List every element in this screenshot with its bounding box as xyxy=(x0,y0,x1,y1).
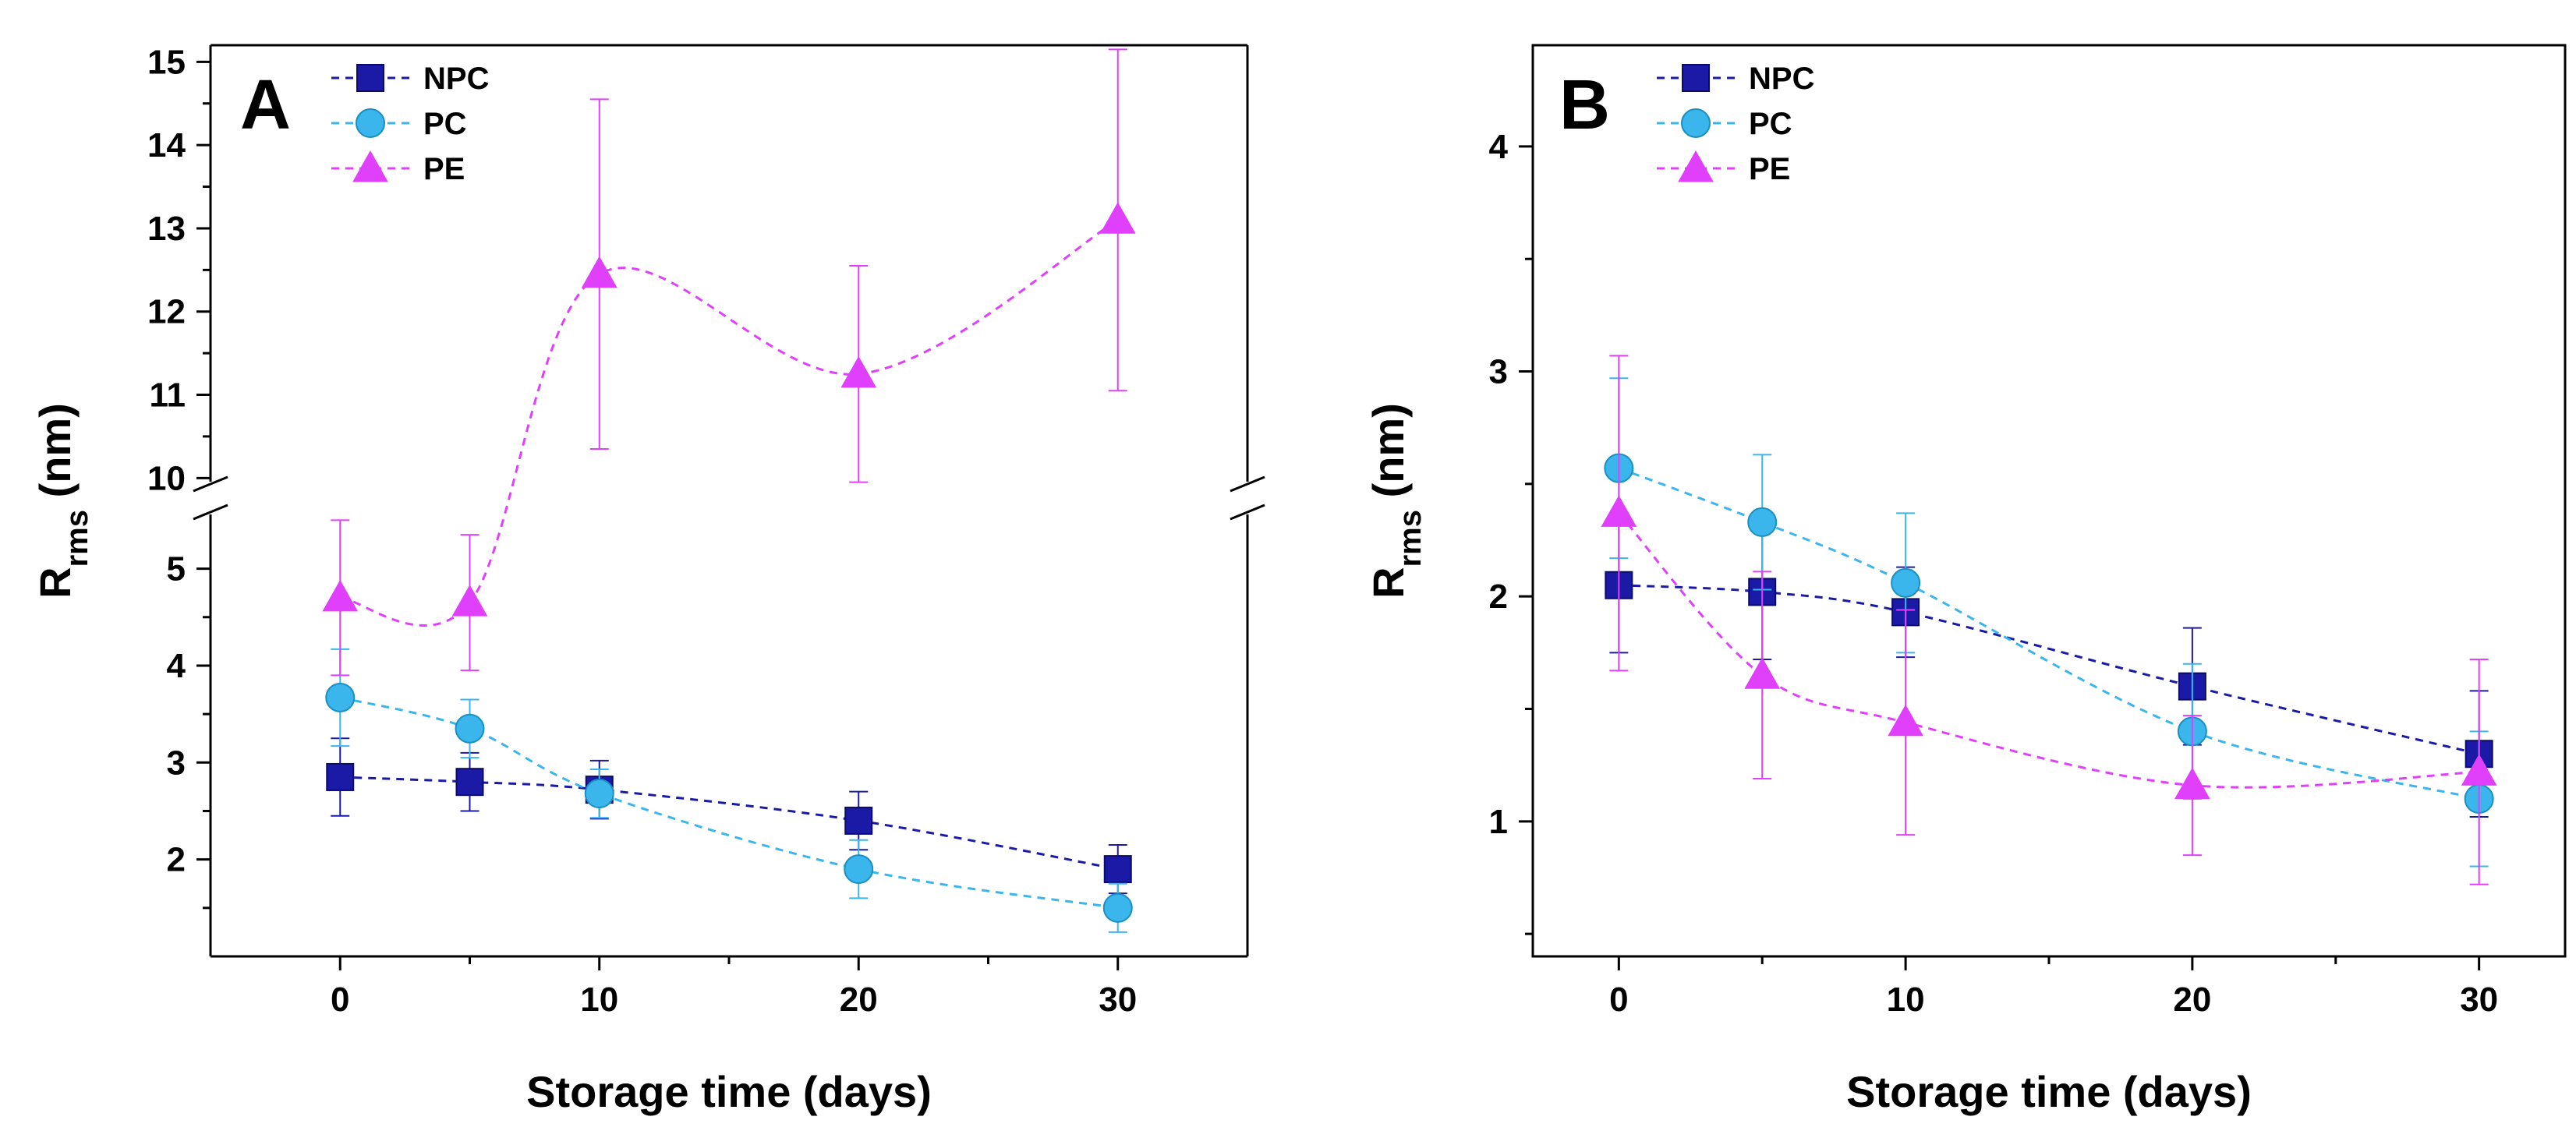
panel-a-x-tick-label: 10 xyxy=(580,981,618,1019)
panel-b-letter: B xyxy=(1559,66,1610,144)
panel-a: 0 10 20 30 2 3 4 5 10 11 12 13 14 15 NPC PC PE A Storage… xyxy=(30,43,1265,1116)
panel-a-series-line-pc xyxy=(339,696,1119,910)
panel-a-point-pe xyxy=(581,256,617,288)
panel-b-y-tick-label: 1 xyxy=(1489,803,1508,841)
panel-b-point-pe xyxy=(1601,495,1637,527)
panel-a-legend-marker-pc xyxy=(356,108,385,138)
panel-a-legend-label-npc: NPC xyxy=(423,62,489,96)
panel-a-letter: A xyxy=(240,66,291,144)
panel-a-legend-marker-pe xyxy=(352,150,388,182)
panel-b-legend-marker-npc xyxy=(1682,64,1710,92)
panel-b-point-pc xyxy=(1891,567,1921,598)
panel-a-legend-label-pe: PE xyxy=(423,152,465,186)
panel-a-point-pc xyxy=(584,779,614,809)
panel-a-x-tick-label: 20 xyxy=(840,981,878,1019)
panel-b-series-line-npc xyxy=(1619,584,2480,755)
panel-b-point-pc xyxy=(1747,507,1778,537)
panel-a-point-pe xyxy=(451,585,488,617)
panel-a-point-pe xyxy=(1099,202,1136,234)
panel-a-y-axis-title-main: R xyxy=(30,567,80,598)
panel-b-legend-label-pe: PE xyxy=(1749,152,1790,186)
panel-a-y-tick-label: 10 xyxy=(147,459,186,497)
panel-b-point-pe xyxy=(2461,754,2497,786)
panel-b-y-tick-label: 4 xyxy=(1489,128,1509,166)
panel-a-x-axis-title: Storage time (days) xyxy=(526,1067,932,1116)
panel-b-series-line-pc xyxy=(1618,467,2480,800)
panel-b-y-tick-label: 2 xyxy=(1489,578,1508,616)
panel-a-plot-area: 0 10 20 30 2 3 4 5 10 11 12 13 14 15 NPC PC PE xyxy=(147,43,1265,1019)
panel-b-x-axis-title: Storage time (days) xyxy=(1846,1067,2252,1116)
panel-b-series-line-pe xyxy=(1618,512,2479,789)
panel-b-legend-label-pc: PC xyxy=(1749,107,1792,141)
panel-b: 0 10 20 30 1 2 3 4 NPC PC PE B Storage time (days)… xyxy=(1364,44,2567,1116)
panel-b-x-tick-label: 30 xyxy=(2460,981,2498,1019)
panel-a-y-tick-label: 2 xyxy=(167,841,186,879)
panel-a-axis-break-mark xyxy=(193,475,228,493)
panel-b-point-pe xyxy=(2174,767,2210,800)
panel-a-point-pc xyxy=(455,713,485,744)
panel-a-axis-break-mark xyxy=(1230,475,1265,493)
panel-a-y-tick-label: 12 xyxy=(147,293,186,331)
panel-a-y-tick-label: 11 xyxy=(149,376,186,415)
panel-a-x-tick-label: 0 xyxy=(331,981,349,1019)
panel-a-point-npc xyxy=(455,768,484,797)
panel-b-x-tick-label: 0 xyxy=(1609,981,1628,1019)
panel-b-y-axis-title-sub: rms xyxy=(1393,510,1428,567)
panel-a-point-pc xyxy=(325,682,356,712)
panel-b-y-axis-title: Rrms (nm) xyxy=(1364,403,1428,599)
panel-a-y-tick-label: 14 xyxy=(147,126,186,164)
panel-a-y-tick-label: 15 xyxy=(147,43,186,81)
panel-b-legend-marker-pe xyxy=(1678,150,1714,182)
panel-b-y-axis-title-main: R xyxy=(1364,567,1413,598)
panel-b-x-tick-label: 20 xyxy=(2173,981,2211,1019)
panel-a-legend-marker-npc xyxy=(356,64,384,92)
panel-a-y-tick-label: 3 xyxy=(167,744,186,782)
panel-a-series-line-pe xyxy=(340,219,1119,627)
panel-a-y-axis-title-sub: rms xyxy=(60,510,94,567)
panel-a-point-pe xyxy=(322,579,359,612)
panel-a-y-axis-title-unit: (nm) xyxy=(30,403,80,510)
panel-a-point-pe xyxy=(840,355,877,388)
panel-a-y-axis-title: Rrms (nm) xyxy=(30,403,94,599)
panel-b-point-pe xyxy=(1744,657,1781,689)
panel-a-y-tick-label: 4 xyxy=(167,647,186,685)
panel-a-x-tick-label: 30 xyxy=(1099,981,1137,1019)
panel-a-y-tick-label: 13 xyxy=(147,210,186,248)
panel-a-point-npc xyxy=(844,806,873,835)
panel-a-point-pc xyxy=(1102,892,1133,923)
panel-b-plot-area: 0 10 20 30 1 2 3 4 NPC PC PE xyxy=(1489,44,2567,1019)
panel-b-y-axis-title-unit: (nm) xyxy=(1364,403,1413,510)
panel-a-point-pc xyxy=(844,854,874,885)
panel-b-x-tick-label: 10 xyxy=(1887,981,1925,1019)
panel-a-legend-label-pc: PC xyxy=(423,107,467,141)
panel-a-axis-break-mark xyxy=(193,504,228,521)
panel-b-legend-marker-pc xyxy=(1681,108,1711,138)
panel-a-y-tick-label: 5 xyxy=(167,550,186,588)
panel-b-legend-label-npc: NPC xyxy=(1749,62,1814,96)
panel-b-y-tick-label: 3 xyxy=(1489,353,1508,391)
panel-a-point-npc xyxy=(326,762,355,791)
panel-a-axis-break-mark xyxy=(1230,504,1265,521)
panel-b-point-pe xyxy=(1888,704,1923,737)
panel-a-point-npc xyxy=(1103,855,1132,884)
